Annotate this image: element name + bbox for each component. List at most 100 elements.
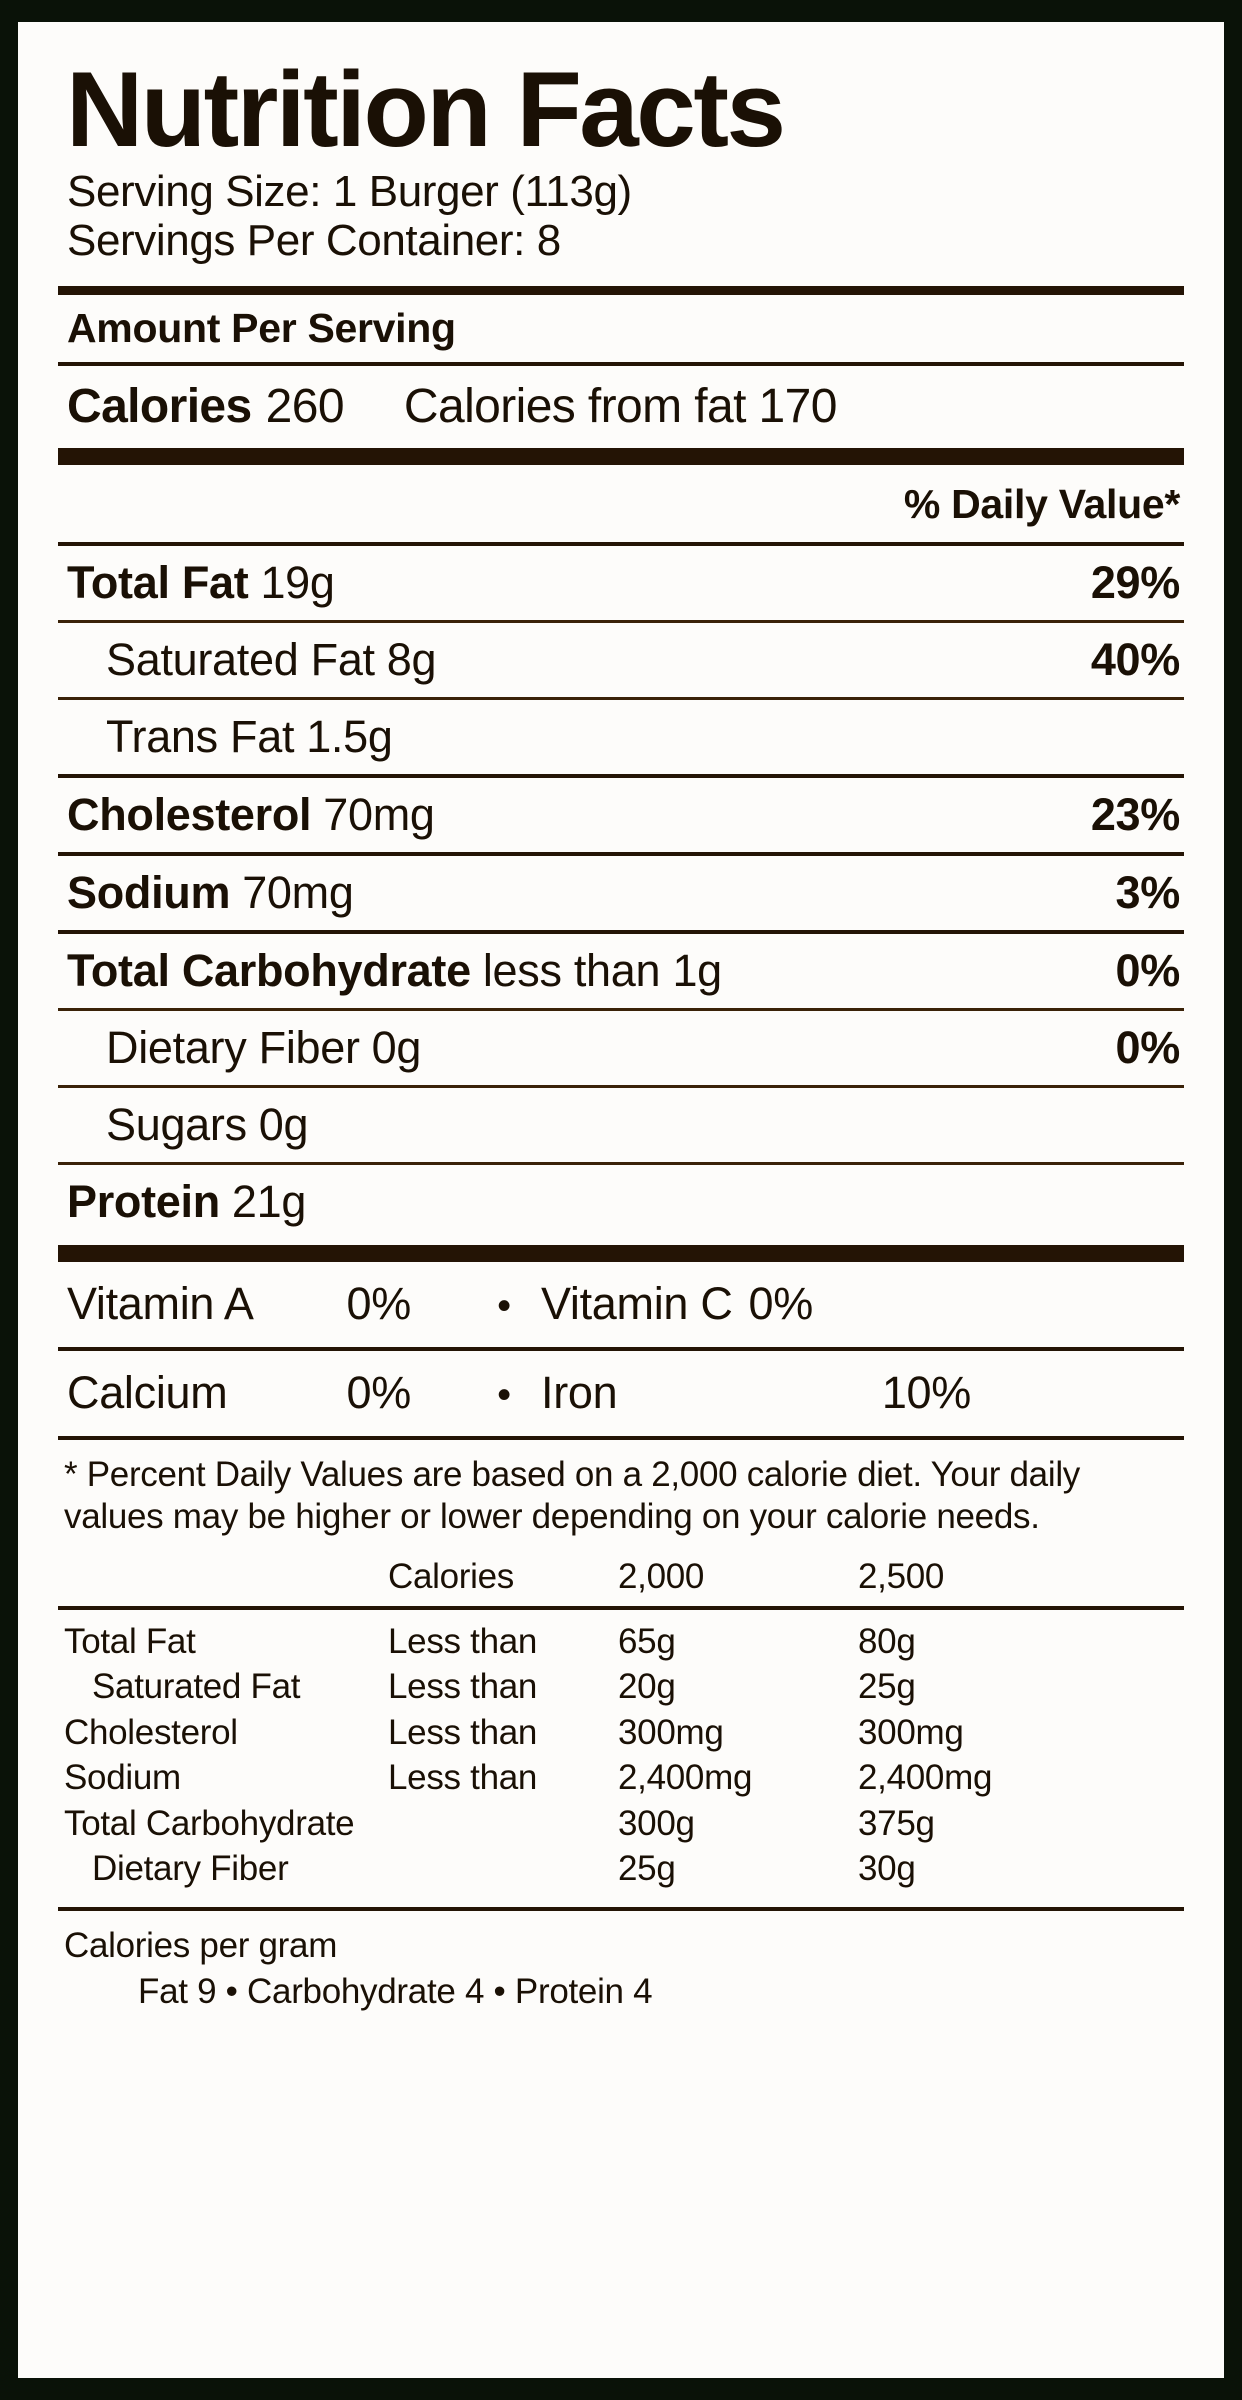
nutrient-amount: 0g (258, 1098, 309, 1150)
ref-value-2000: 25g (618, 1849, 676, 1889)
calories-per-gram-label: Calories per gram (64, 1926, 338, 1966)
serving-info: Serving Size: 1 Burger (113g) Servings P… (58, 167, 1184, 286)
vitamin-name: Calcium (67, 1366, 228, 1418)
serving-size-line: Serving Size: 1 Burger (113g) (67, 167, 632, 216)
ref-value-2000: 300g (618, 1803, 695, 1843)
table-header-row: Calories 2,000 2,500 (58, 1555, 1184, 1606)
vitamin-pct: 0% (748, 1277, 814, 1329)
table-header-calories: Calories (388, 1556, 514, 1596)
ref-nutrient-name: Cholesterol (64, 1712, 238, 1752)
bullet-separator-icon: • (497, 1372, 511, 1417)
nutrient-name: Protein (67, 1175, 220, 1227)
divider-above-amount (58, 285, 1184, 295)
row-divider (58, 696, 1184, 700)
ref-qualifier: Less than (388, 1712, 538, 1752)
daily-value-header: % Daily Value* (903, 480, 1180, 527)
row-divider (58, 1161, 1184, 1165)
table-row: Sodium Less than 2,400mg 2,400mg (58, 1756, 1184, 1802)
nutrient-name: Sugars (106, 1098, 247, 1150)
daily-values-reference-body: Total Fat Less than 65g 80g Saturated Fa… (58, 1620, 1184, 1894)
nutrient-dv: 23% (1090, 788, 1180, 840)
divider-above-vitamins (58, 1244, 1184, 1262)
nutrient-dv: 29% (1090, 556, 1180, 608)
ref-qualifier: Less than (388, 1758, 538, 1798)
ref-value-2000: 65g (618, 1621, 676, 1661)
table-row: Dietary Fiber 25g 30g (58, 1847, 1184, 1893)
nutrient-row-sugars: Sugars 0g (58, 1088, 1184, 1162)
daily-values-reference-table: Calories 2,000 2,500 (58, 1555, 1184, 1606)
nutrient-name: Trans Fat (106, 710, 295, 762)
table-row: Total Fat Less than 65g 80g (58, 1620, 1184, 1666)
divider-table-header (58, 1605, 1184, 1610)
nutrient-amount: 70mg (323, 788, 435, 840)
nutrient-amount: 1.5g (306, 710, 393, 762)
divider-below-vitamins (58, 1435, 1184, 1440)
calories-value: 260 (265, 379, 345, 433)
row-divider (58, 1346, 1184, 1351)
row-divider (58, 619, 1184, 623)
ref-qualifier (388, 1847, 618, 1893)
table-row: Saturated Fat Less than 20g 25g (58, 1665, 1184, 1711)
nutrient-row-trans-fat: Trans Fat 1.5g (58, 700, 1184, 774)
vitamin-pct: 0% (346, 1277, 412, 1329)
nutrient-amount: 21g (231, 1175, 307, 1227)
ref-value-2000: 2,400mg (618, 1758, 753, 1798)
vitamin-pct: 10% (881, 1366, 971, 1418)
calories-per-gram-detail: Fat 9 • Carbohydrate 4 • Protein 4 (138, 1972, 653, 2012)
ref-qualifier: Less than (388, 1667, 538, 1707)
daily-value-footnote: * Percent Daily Values are based on a 2,… (64, 1454, 1080, 1537)
nutrient-row-cholesterol: Cholesterol 70mg 23% (58, 778, 1184, 852)
ref-value-2000: 300mg (618, 1712, 724, 1752)
page-title: Nutrition Facts (66, 49, 786, 169)
vitamin-name: Vitamin A (67, 1277, 254, 1329)
ref-value-2500: 375g (858, 1803, 935, 1843)
ref-qualifier (388, 1802, 618, 1848)
row-divider (58, 773, 1184, 778)
nutrient-amount: 19g (260, 556, 335, 608)
nutrient-amount: less than 1g (482, 944, 722, 996)
ref-value-2500: 80g (858, 1621, 916, 1661)
table-header-2500: 2,500 (858, 1556, 945, 1596)
vitamin-pct: 0% (346, 1366, 412, 1418)
nutrient-name: Dietary Fiber (106, 1021, 360, 1073)
ref-value-2500: 30g (858, 1849, 916, 1889)
nutrient-row-dietary-fiber: Dietary Fiber 0g 0% (58, 1011, 1184, 1085)
row-divider (58, 1084, 1184, 1088)
nutrient-name: Cholesterol (67, 788, 312, 840)
nutrient-name: Total Carbohydrate (67, 944, 471, 996)
table-header-2000: 2,000 (618, 1556, 705, 1596)
row-divider (58, 929, 1184, 934)
divider-above-nutrients (58, 541, 1184, 546)
vitamin-row-calcium-iron: Calcium 0% • Iron 10% (58, 1351, 1184, 1436)
divider-below-calories (58, 447, 1184, 465)
nutrient-name: Saturated Fat (106, 633, 375, 685)
bullet-separator-icon: • (497, 1283, 511, 1328)
nutrition-facts-label: Nutrition Facts Serving Size: 1 Burger (… (18, 22, 1224, 2378)
amount-per-serving-label: Amount Per Serving (67, 304, 456, 351)
ref-value-2000: 20g (618, 1667, 676, 1707)
nutrient-dv: 40% (1090, 633, 1180, 685)
nutrient-dv: 3% (1115, 866, 1181, 918)
nutrient-amount: 70mg (242, 866, 354, 918)
divider-above-calories-per-gram (58, 1907, 1184, 1912)
ref-qualifier: Less than (388, 1621, 538, 1661)
nutrient-row-total-carbohydrate: Total Carbohydrate less than 1g 0% (58, 934, 1184, 1008)
ref-nutrient-name: Total Carbohydrate (64, 1803, 355, 1843)
calories-from-fat: Calories from fat 170 (403, 379, 838, 433)
ref-value-2500: 300mg (858, 1712, 964, 1752)
divider-above-calories (58, 361, 1184, 366)
ref-nutrient-name: Sodium (64, 1758, 181, 1798)
nutrient-row-protein: Protein 21g (58, 1165, 1184, 1239)
ref-value-2500: 25g (858, 1667, 916, 1707)
vitamin-row-a-c: Vitamin A 0% • Vitamin C 0% (58, 1262, 1184, 1347)
ref-nutrient-name: Dietary Fiber (92, 1849, 289, 1889)
ref-nutrient-name: Total Fat (64, 1621, 196, 1661)
row-divider (58, 851, 1184, 856)
nutrient-amount: 0g (371, 1021, 422, 1073)
calories-row: Calories 260 Calories from fat 170 (58, 366, 1184, 448)
row-divider (58, 1007, 1184, 1011)
ref-nutrient-name: Saturated Fat (92, 1667, 301, 1707)
nutrient-amount: 8g (386, 633, 437, 685)
table-row: Total Carbohydrate 300g 375g (58, 1802, 1184, 1848)
vitamin-name: Vitamin C (541, 1277, 733, 1329)
